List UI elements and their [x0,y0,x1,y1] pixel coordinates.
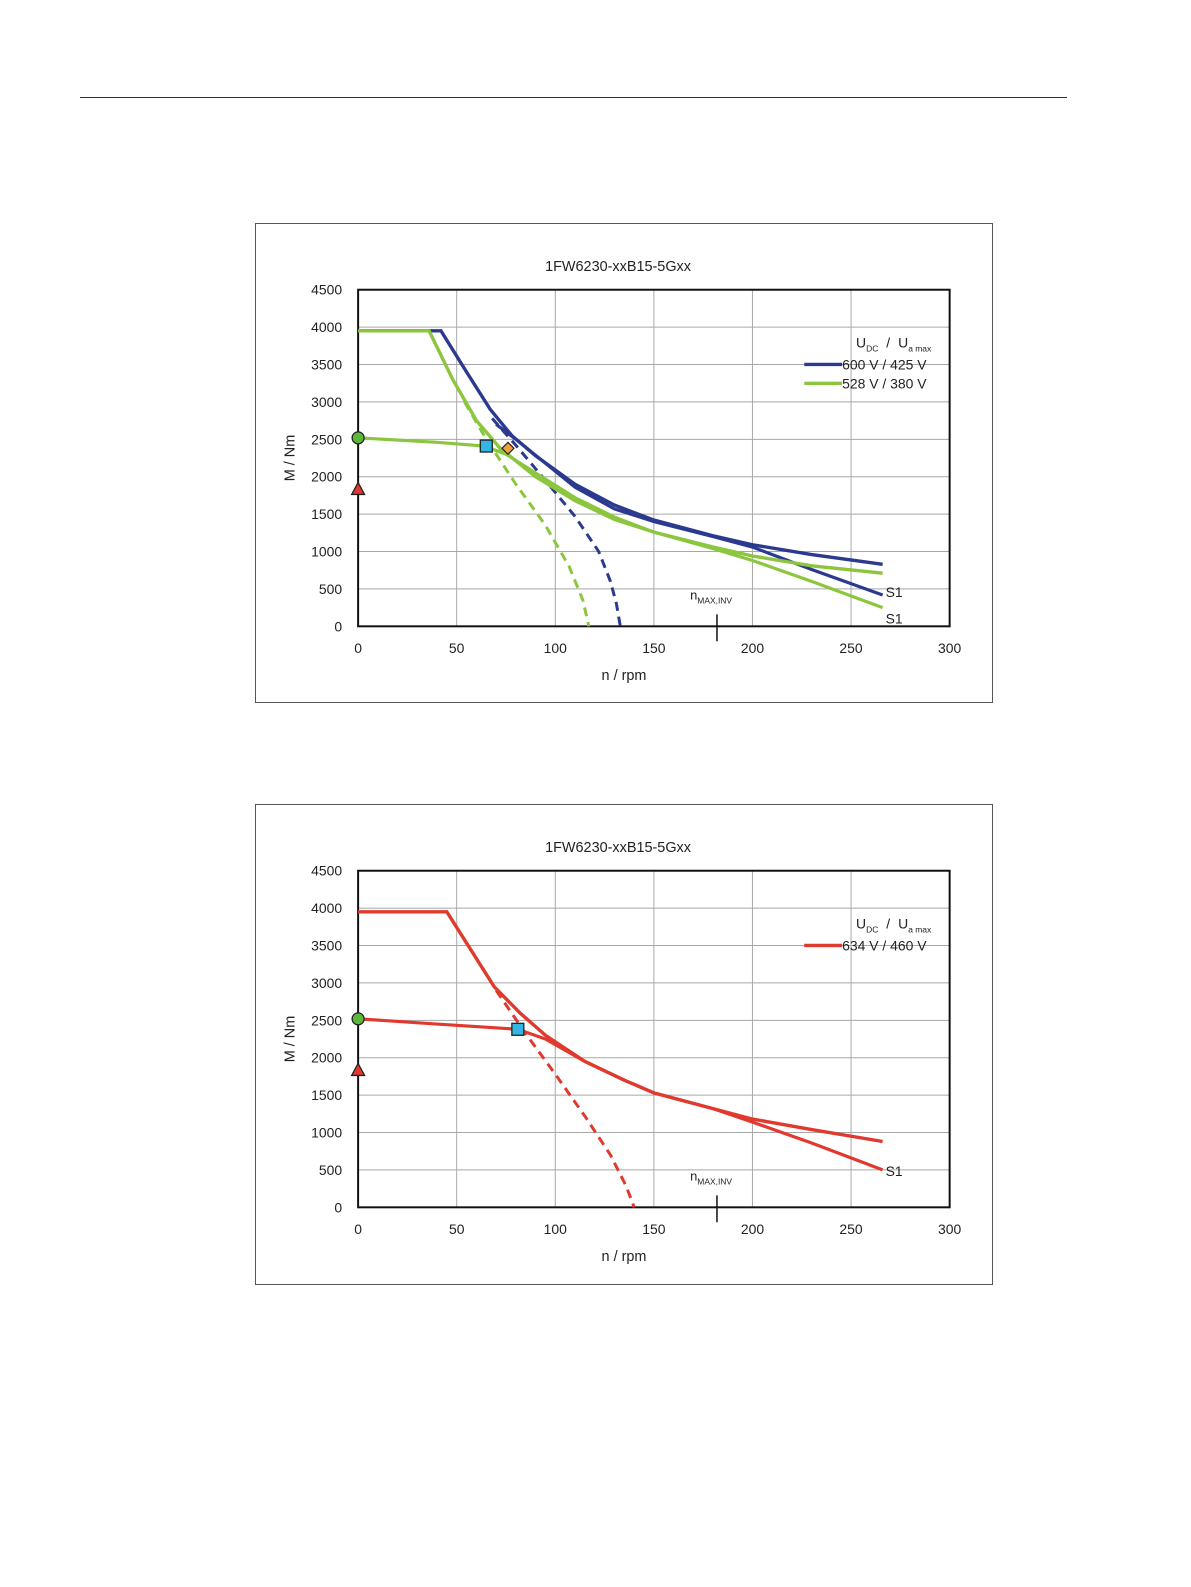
y-tick-label: 3000 [311,394,342,410]
chart-title: 1FW6230-xxB15-5Gxx [545,840,692,856]
header-rule [80,97,1067,98]
y-tick-label: 3500 [311,938,342,954]
y-tick-label: 500 [319,1162,343,1178]
y-tick-label: 2000 [311,1050,342,1066]
y-tick-label: 4000 [311,900,342,916]
series-s1-curve [358,436,884,610]
marker-square [511,1022,525,1036]
y-tick-label: 1500 [311,1087,342,1103]
series-peak-curve [358,329,883,575]
y-tick-label: 2500 [311,431,342,447]
x-tick-label: 150 [642,1221,666,1237]
y-axis-label: M / Nm [282,1016,298,1062]
x-tick-label: 100 [544,640,568,656]
y-tick-label: 1500 [311,506,342,522]
marker-square [479,439,493,453]
x-tick-label: 300 [938,640,962,656]
x-axis-label: n / rpm [602,668,647,684]
y-tick-label: 0 [334,1199,342,1215]
y-tick-label: 3500 [311,357,342,373]
chart-2-svg: 0 50 100 150 200 250 3000500100015002000250030… [282,840,962,1265]
chart-1-svg: 0 50 100 150 200 250 3000500100015002000250030… [282,259,962,684]
y-tick-label: 4000 [311,319,342,335]
series-dashed-curve [491,417,622,627]
y-tick-label: 4500 [311,863,342,879]
series-0: S1 [358,329,903,627]
s1-label: S1 [886,1163,903,1179]
torque-speed-chart-1: 0 50 100 150 200 250 300 0 500 1000 1500 2000 2500 30… [255,223,993,703]
x-tick-label: 50 [449,1221,465,1237]
chart-title: 1FW6230-xxB15-5Gxx [545,259,692,275]
series-1: S1 [358,329,903,627]
legend-title: UDC / Ua max [856,915,932,934]
y-tick-label: 1000 [311,543,342,559]
y-axis-label: M / Nm [282,435,298,481]
series-s1-curve [358,1017,884,1172]
marker-triangle [350,1062,366,1077]
x-tick-label: 200 [741,1221,765,1237]
torque-speed-chart-2: 0 50 100 150 200 250 300 0 500 1000 1500 2000 2500 30… [255,804,993,1285]
x-axis-label: n / rpm [602,1249,647,1265]
x-tick-label: 0 [354,640,362,656]
series-peak-curve [358,329,883,566]
plot-border [357,869,951,1209]
x-tick-label: 300 [938,1221,962,1237]
x-tick-label: 150 [642,640,666,656]
legend: UDC / Ua max 634 V / 460 V [804,915,932,953]
y-tick-label: 2000 [311,469,342,485]
marker-diamond [501,441,515,456]
series-s1-curve [495,423,884,597]
marker-circle [351,1012,365,1026]
s1-label: S1 [886,584,903,600]
x-tick-label: 0 [354,1221,362,1237]
series-0: S1 [358,910,903,1208]
legend-title: UDC / Ua max [856,334,932,353]
plot-border [357,288,951,628]
legend-entry: 528 V / 380 V [842,375,927,391]
s1-label: S1 [886,611,903,627]
series-dashed-curve [463,401,591,627]
marker-triangle [350,481,366,496]
y-tick-label: 3000 [311,975,342,991]
n-max-label: nMAX,INV [690,587,732,605]
marker-circle [351,431,365,445]
n-max-label: nMAX,INV [690,1168,732,1186]
legend-entry: 634 V / 460 V [842,937,927,953]
legend-entry: 600 V / 425 V [842,356,927,372]
series-dashed-curve [494,989,636,1208]
series-peak-curve [358,910,883,1144]
y-tick-label: 1000 [311,1125,342,1141]
x-tick-label: 50 [449,640,465,656]
x-tick-label: 100 [544,1221,568,1237]
y-tick-label: 500 [319,581,343,597]
x-tick-label: 200 [741,640,765,656]
x-tick-label: 250 [839,1221,863,1237]
legend: UDC / Ua max 600 V / 425 V 528 V / 380 V [804,334,932,391]
y-tick-label: 4500 [311,282,342,298]
y-tick-label: 2500 [311,1012,342,1028]
x-tick-label: 250 [839,640,863,656]
y-tick-label: 0 [334,618,342,634]
